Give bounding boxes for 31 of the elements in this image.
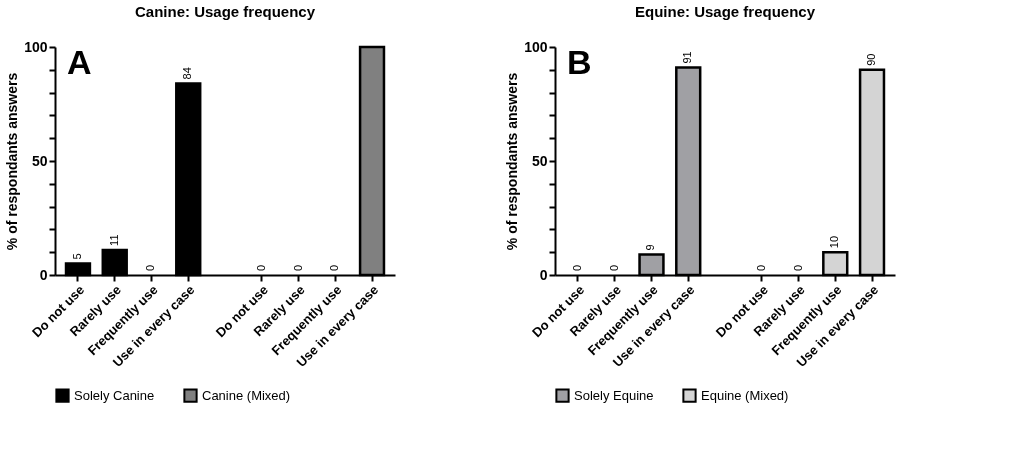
data-label: 0 [607,264,620,271]
y-tick-label: 50 [531,152,548,169]
data-label: 91 [681,51,694,64]
y-axis-title: % of respondants answers [504,72,521,251]
data-label: 90 [865,53,878,66]
data-label: 0 [254,264,267,271]
y-tick-label: 100 [24,38,48,55]
data-label: 0 [791,264,804,271]
annotation: B [567,43,592,81]
data-label: 11 [107,234,120,246]
data-label: 9 [644,244,657,251]
data-label: 0 [328,264,341,271]
legend-label: Solely Canine [74,387,155,403]
annotation: A [67,43,92,81]
y-tick-label: 100 [524,38,548,55]
chart-title: Canine: Usage frequency [134,3,316,20]
y-axis-title: % of respondants answers [4,72,21,251]
y-tick-label: 50 [31,152,48,169]
legend-label: Solely Equine [574,387,654,403]
data-label: 0 [291,264,304,271]
data-label: 0 [144,264,157,271]
data-label: 0 [570,264,583,271]
legend-label: Canine (Mixed) [202,387,291,403]
data-label: 84 [181,67,194,80]
y-tick-label: 0 [39,266,48,283]
data-label: 10 [828,235,841,249]
legend-label: Equine (Mixed) [701,387,789,403]
y-tick-label: 0 [539,266,548,283]
chart-title: Equine: Usage frequency [634,3,816,20]
data-label: 5 [70,253,83,260]
data-label: 0 [754,264,767,271]
